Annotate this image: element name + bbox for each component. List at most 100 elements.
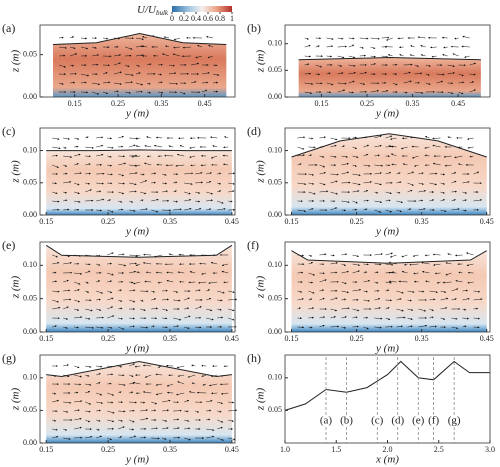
vector-arrow	[195, 289, 201, 292]
vector-arrow	[175, 164, 185, 167]
vector-arrow	[436, 73, 445, 76]
vector-arrow	[74, 326, 79, 329]
vector-arrow	[201, 81, 209, 84]
vector-arrow	[179, 91, 186, 95]
vector-arrow	[63, 289, 71, 292]
vector-arrow	[52, 428, 58, 431]
vector-arrow	[210, 261, 218, 265]
vector-arrow	[217, 419, 224, 423]
vector-arrow	[352, 288, 362, 292]
vector-arrow	[172, 53, 181, 57]
vector-arrow	[107, 401, 114, 404]
vector-arrow	[85, 410, 91, 413]
vector-arrow	[319, 289, 325, 292]
vector-arrow	[440, 199, 445, 202]
vector-arrow	[337, 72, 344, 75]
vector-arrow	[352, 155, 359, 158]
vector-arrow	[319, 324, 325, 328]
vector-arrow	[195, 171, 203, 175]
vector-arrow	[228, 308, 235, 312]
vector-arrow	[412, 254, 419, 257]
vector-arrow	[195, 326, 202, 329]
vector-arrow	[431, 55, 437, 58]
vector-arrow	[297, 136, 306, 139]
vector-arrow	[407, 208, 412, 211]
x-tick-label: 0.45	[225, 445, 239, 454]
vector-arrow	[118, 253, 125, 256]
vector-arrow	[162, 409, 170, 412]
vector-arrow	[162, 437, 167, 440]
vector-arrow	[177, 374, 185, 377]
vector-arrow	[107, 392, 115, 396]
vector-arrow	[163, 36, 170, 39]
vector-arrow	[363, 144, 370, 148]
vector-arrow	[445, 272, 452, 276]
vector-arrow	[173, 299, 181, 302]
vector-arrow	[462, 289, 469, 292]
velocity-field	[46, 361, 232, 443]
vector-arrow	[462, 209, 467, 212]
vector-arrow	[359, 37, 369, 40]
vector-arrow	[155, 271, 163, 274]
section-label: (e)	[412, 415, 425, 427]
vector-arrow	[469, 89, 477, 93]
vector-arrow	[135, 72, 141, 75]
vector-arrow	[424, 154, 430, 157]
vector-arrow	[451, 326, 459, 330]
panel-label: (b)	[247, 21, 261, 35]
vector-arrow	[337, 64, 343, 67]
vector-arrow	[217, 172, 222, 175]
vector-arrow	[118, 307, 123, 310]
vector-arrow	[319, 171, 327, 175]
vector-arrow	[403, 71, 411, 75]
vector-arrow	[107, 297, 114, 301]
vector-arrow	[319, 279, 327, 283]
vector-arrow	[341, 200, 350, 203]
vector-arrow	[135, 64, 140, 67]
vector-arrow	[208, 281, 218, 284]
vector-arrow	[63, 164, 68, 167]
vector-arrow	[107, 410, 115, 414]
vector-arrow	[74, 272, 83, 275]
vector-arrow	[370, 89, 380, 93]
vector-arrow	[374, 191, 379, 194]
vector-arrow	[467, 281, 474, 284]
vector-arrow	[228, 200, 233, 203]
vector-arrow	[326, 45, 334, 48]
vector-arrow	[454, 37, 459, 40]
vector-arrow	[407, 182, 414, 186]
vector-arrow	[162, 308, 168, 312]
y-axis-label: z (m)	[10, 388, 22, 412]
vector-arrow	[129, 137, 138, 140]
x-tick-label: 0.15	[39, 445, 53, 454]
vector-arrow	[440, 317, 446, 320]
vector-arrow	[63, 191, 68, 194]
panel-label: (a)	[2, 21, 15, 35]
vector-arrow	[341, 253, 348, 256]
vector-arrow	[85, 163, 91, 166]
vector-arrow	[464, 55, 470, 58]
vector-arrow	[330, 308, 338, 312]
vector-arrow	[319, 316, 326, 319]
y-axis-label: z (m)	[255, 276, 267, 300]
vector-arrow	[374, 200, 383, 203]
vector-arrow	[442, 53, 448, 57]
vector-arrow	[465, 252, 474, 256]
vector-arrow	[52, 435, 59, 439]
y-tick-label: 0.05	[23, 49, 37, 58]
vector-arrow	[319, 297, 325, 301]
vector-arrow	[407, 290, 415, 293]
vector-arrow	[85, 419, 91, 423]
vector-arrow	[63, 317, 69, 320]
vector-arrow	[206, 289, 211, 292]
vector-arrow	[134, 164, 141, 167]
vector-arrow	[374, 135, 382, 139]
vector-arrow	[135, 145, 141, 148]
vector-arrow	[85, 146, 94, 149]
x-tick-label: 0.35	[406, 99, 420, 108]
vector-arrow	[330, 144, 337, 148]
vector-arrow	[145, 271, 152, 274]
vector-arrow	[217, 410, 222, 413]
vector-arrow	[102, 72, 108, 75]
section-label: (g)	[448, 415, 461, 427]
